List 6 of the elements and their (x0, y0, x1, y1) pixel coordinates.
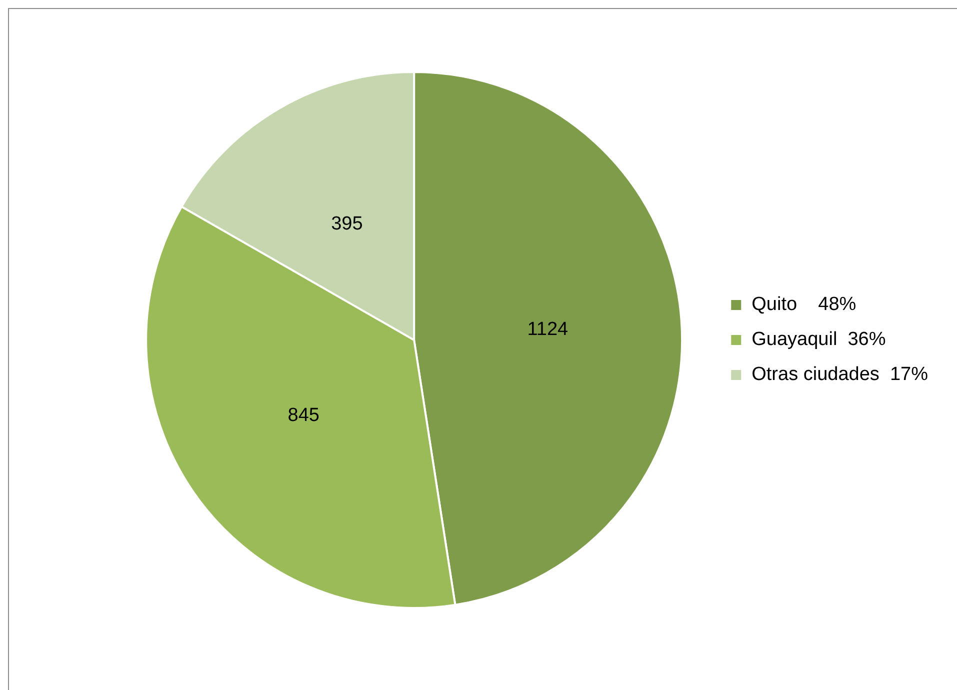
data-label: 845 (288, 405, 320, 426)
data-label: 395 (331, 213, 363, 234)
legend-label: Otras ciudades 17% (752, 364, 928, 386)
legend-label: Guayaquil 36% (752, 329, 886, 350)
legend-label: Quito 48% (752, 294, 856, 316)
data-label: 1124 (527, 318, 569, 340)
